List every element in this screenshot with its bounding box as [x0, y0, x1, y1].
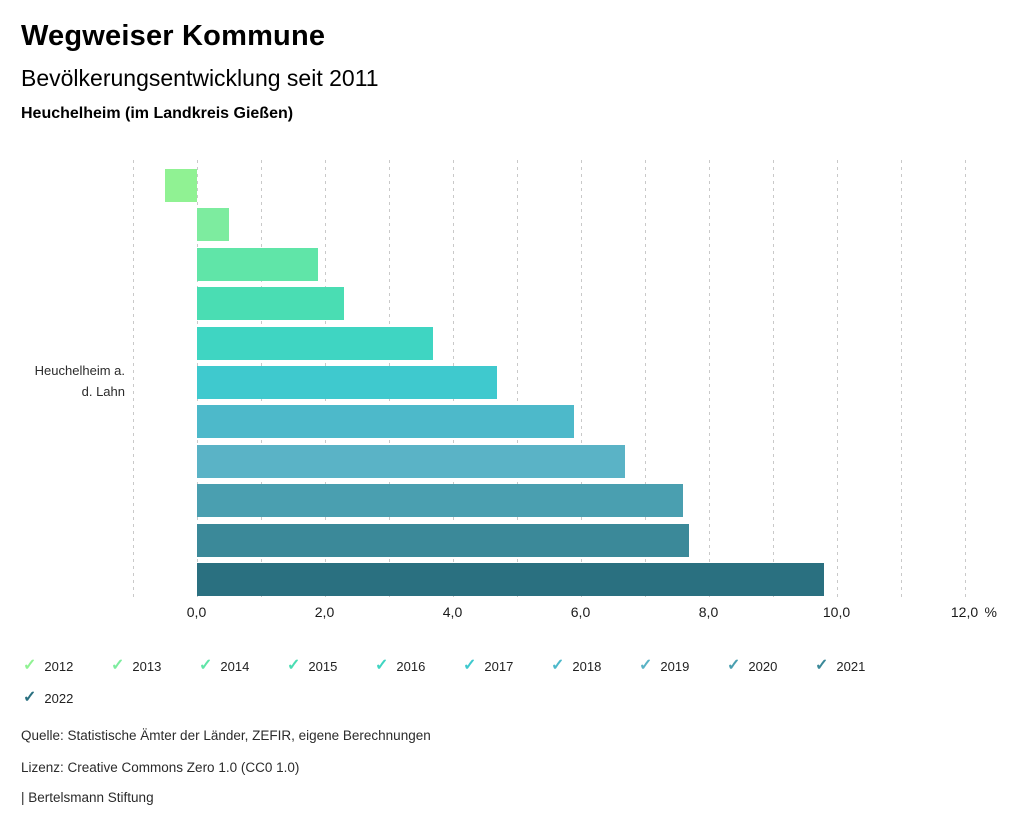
chart-location-label: Heuchelheim (im Landkreis Gießen)	[21, 105, 294, 122]
legend-item-2021[interactable]: ✓ 2021	[815, 657, 865, 675]
legend-item-2022[interactable]: ✓ 2022	[23, 689, 73, 707]
gridline	[644, 160, 646, 600]
bar-2017[interactable]	[196, 366, 498, 399]
check-icon: ✓	[23, 689, 37, 706]
legend-item-2020[interactable]: ✓ 2020	[727, 657, 777, 675]
bar-2013[interactable]	[196, 208, 229, 242]
legend-year-label: 2014	[220, 658, 250, 674]
bar-2014[interactable]	[196, 247, 319, 281]
legend-year-label: 2013	[132, 658, 162, 674]
chart-title: Bevölkerungsentwicklung seit 2011	[21, 65, 379, 91]
check-icon: ✓	[639, 657, 653, 674]
x-axis-tick-label: 8,0	[698, 604, 719, 620]
legend-year-label: 2017	[484, 658, 514, 674]
legend-year-label: 2015	[308, 658, 338, 674]
x-axis-tick-label: 10,0	[822, 604, 851, 620]
gridline	[964, 160, 966, 600]
bar-2015[interactable]	[196, 287, 344, 321]
legend-item-2012[interactable]: ✓ 2012	[23, 657, 73, 675]
gridline	[132, 160, 134, 600]
check-icon: ✓	[815, 657, 829, 674]
legend-year-label: 2021	[836, 658, 866, 674]
legend-item-2014[interactable]: ✓ 2014	[199, 657, 249, 675]
gridline	[772, 160, 774, 600]
gridline	[836, 160, 838, 600]
bar-2022[interactable]	[196, 563, 824, 596]
bar-2019[interactable]	[196, 444, 626, 478]
legend-item-2015[interactable]: ✓ 2015	[287, 657, 337, 675]
check-icon: ✓	[727, 657, 741, 674]
bar-2020[interactable]	[196, 484, 683, 518]
page-title: Wegweiser Kommune	[21, 20, 326, 52]
y-axis-category-label-line2: d. Lahn	[81, 384, 125, 399]
y-axis-category-label: Heuchelheim a. d. Lahn	[5, 360, 125, 402]
x-axis-unit-label: %	[984, 604, 997, 620]
legend-year-label: 2016	[396, 658, 426, 674]
gridline	[516, 160, 518, 600]
gridline	[580, 160, 582, 600]
bar-2021[interactable]	[196, 523, 690, 557]
legend-item-2018[interactable]: ✓ 2018	[551, 657, 601, 675]
legend-year-label: 2022	[44, 690, 74, 706]
check-icon: ✓	[463, 657, 477, 674]
x-axis-tick-label: 12,0	[950, 604, 979, 620]
legend-year-label: 2019	[660, 658, 690, 674]
gridline	[708, 160, 710, 600]
check-icon: ✓	[199, 657, 213, 674]
gridline	[900, 160, 902, 600]
bar-2016[interactable]	[196, 326, 434, 360]
check-icon: ✓	[551, 657, 565, 674]
legend-item-2016[interactable]: ✓ 2016	[375, 657, 425, 675]
footer-source: Quelle: Statistische Ämter der Länder, Z…	[21, 728, 431, 743]
footer-license: Lizenz: Creative Commons Zero 1.0 (CC0 1…	[21, 760, 300, 775]
legend-item-2017[interactable]: ✓ 2017	[463, 657, 513, 675]
x-axis-tick-label: 2,0	[314, 604, 335, 620]
legend-year-label: 2018	[572, 658, 602, 674]
y-axis-category-label-line1: Heuchelheim a.	[34, 363, 125, 378]
check-icon: ✓	[287, 657, 301, 674]
check-icon: ✓	[111, 657, 125, 674]
bar-2012[interactable]	[164, 169, 197, 202]
legend-item-2019[interactable]: ✓ 2019	[639, 657, 689, 675]
check-icon: ✓	[23, 657, 37, 674]
footer-attribution: | Bertelsmann Stiftung	[21, 790, 154, 805]
legend-item-2013[interactable]: ✓ 2013	[111, 657, 161, 675]
x-axis-tick-label: 0,0	[186, 604, 207, 620]
bar-2018[interactable]	[196, 405, 575, 439]
check-icon: ✓	[375, 657, 389, 674]
x-axis-tick-label: 4,0	[442, 604, 463, 620]
legend-year-label: 2012	[44, 658, 74, 674]
x-axis-tick-label: 6,0	[570, 604, 591, 620]
legend-year-label: 2020	[748, 658, 778, 674]
